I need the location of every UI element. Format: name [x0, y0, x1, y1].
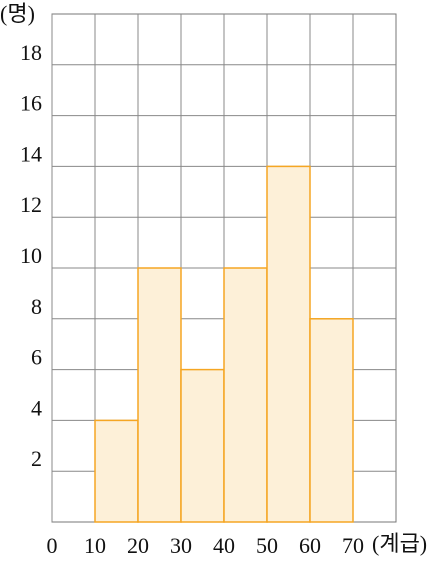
x-tick-label: 70 [342, 533, 364, 558]
bar [266, 165, 311, 523]
y-tick-label: 10 [20, 243, 42, 268]
y-tick-label: 4 [31, 395, 42, 420]
y-tick-label: 12 [20, 192, 42, 217]
bar [309, 318, 354, 523]
x-axis-label: (계급) [372, 531, 427, 556]
y-tick-label: 6 [31, 345, 42, 370]
x-tick-label: 0 [47, 533, 58, 558]
x-tick-label: 30 [170, 533, 192, 558]
y-tick-label: 14 [20, 141, 42, 166]
y-tick-label: 18 [20, 40, 42, 65]
x-tick-label: 60 [299, 533, 321, 558]
y-tick-label: 2 [31, 446, 42, 471]
x-tick-label: 40 [213, 533, 235, 558]
x-tick-label: 20 [127, 533, 149, 558]
x-tick-label: 50 [256, 533, 278, 558]
bar [137, 267, 182, 523]
y-tick-label: 8 [31, 294, 42, 319]
bar [223, 267, 268, 523]
bar [180, 368, 225, 523]
x-tick-label: 10 [84, 533, 106, 558]
bar [94, 419, 139, 523]
y-axis-label: (명) [0, 1, 35, 26]
y-tick-label: 16 [20, 91, 42, 116]
